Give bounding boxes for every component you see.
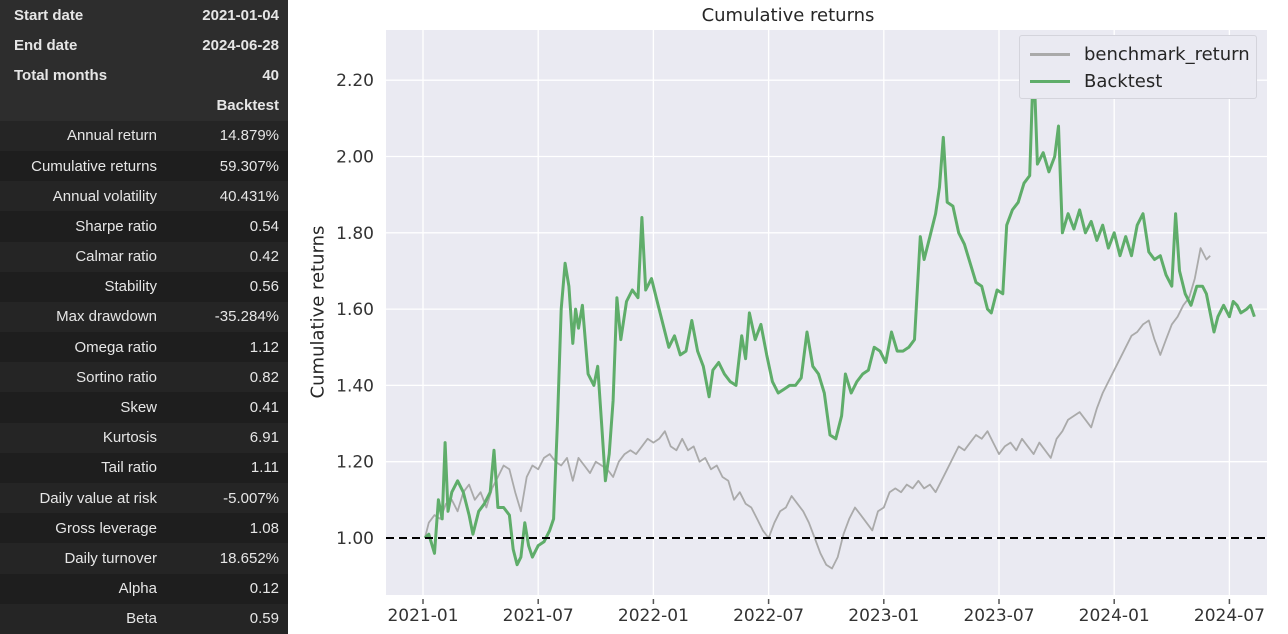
metric-value: 40.431% <box>219 187 279 205</box>
metric-row: Kurtosis 6.91 <box>0 422 288 453</box>
metric-label: Beta <box>126 610 157 628</box>
metric-value: 0.41 <box>249 399 279 417</box>
header-label: Total months <box>14 66 108 84</box>
y-tick-label: 1.40 <box>336 376 374 396</box>
metric-value: -5.007% <box>223 489 279 507</box>
backtest-line-swatch-icon <box>1030 79 1070 83</box>
metric-row: Stability 0.56 <box>0 271 288 302</box>
header-value: 40 <box>262 66 279 84</box>
metric-row: Cumulative returns 59.307% <box>0 150 288 182</box>
x-tick-label: 2024-07 <box>1194 606 1265 626</box>
plot-background <box>386 30 1267 595</box>
plot-area: 1.00 1.20 1.40 1.60 1.80 2.00 2.20 2021-01 2021-… <box>336 30 1267 626</box>
metric-label: Stability <box>104 278 157 296</box>
metric-row: Omega ratio 1.12 <box>0 332 288 363</box>
metric-value: 1.12 <box>249 338 279 356</box>
backtest-line <box>423 55 1256 567</box>
metric-label: Cumulative returns <box>31 157 157 175</box>
metric-value: 0.12 <box>249 580 279 598</box>
metric-value: 6.91 <box>249 429 279 447</box>
metric-row: Alpha 0.12 <box>0 573 288 604</box>
metric-label: Kurtosis <box>102 429 157 447</box>
metric-row: Sortino ratio 0.82 <box>0 362 288 393</box>
x-tick-label: 2023-01 <box>848 606 919 626</box>
y-tick-label: 1.60 <box>336 300 374 320</box>
metric-label: Tail ratio <box>101 459 157 477</box>
header-value: 2024-06-28 <box>202 36 279 54</box>
x-tick-label: 2024-01 <box>1079 606 1150 626</box>
metric-label: Skew <box>120 399 157 417</box>
metric-row: Max drawdown -35.284% <box>0 301 288 333</box>
y-tick-label: 2.20 <box>336 71 374 91</box>
metric-label: Annual return <box>66 127 157 145</box>
metric-row: Beta 0.59 <box>0 603 288 634</box>
metric-row: Annual return 14.879% <box>0 120 288 151</box>
x-tick-label: 2021-01 <box>387 606 458 626</box>
metric-label: Calmar ratio <box>75 248 157 266</box>
chart-title: Cumulative returns <box>701 5 875 26</box>
header-row: Backtest <box>0 90 288 121</box>
x-tick-label: 2021-07 <box>503 606 574 626</box>
metric-label: Gross leverage <box>55 519 157 537</box>
legend-label: benchmark_return <box>1084 43 1250 65</box>
metric-label: Daily value at risk <box>39 489 157 507</box>
header-row: End date 2024-06-28 <box>0 30 288 61</box>
y-tick-label: 1.80 <box>336 224 374 244</box>
metric-label: Sharpe ratio <box>75 217 157 235</box>
x-tick-label: 2022-01 <box>618 606 689 626</box>
header-label: End date <box>14 36 78 54</box>
metric-row: Calmar ratio 0.42 <box>0 241 288 272</box>
metric-label: Omega ratio <box>74 338 157 356</box>
legend-item-benchmark: benchmark_return <box>1030 43 1250 65</box>
metric-value: 0.82 <box>249 368 279 386</box>
y-tick-label: 1.00 <box>336 529 374 549</box>
metric-value: -35.284% <box>214 308 279 326</box>
metric-value: 0.42 <box>249 248 279 266</box>
metric-value: 0.59 <box>249 610 279 628</box>
chart-legend: benchmark_return Backtest <box>1019 35 1257 99</box>
performance-stats-table: Start date 2021-01-04 End date 2024-06-28 To… <box>0 0 288 634</box>
x-tick-label: 2023-07 <box>963 606 1034 626</box>
metric-label: Daily turnover <box>64 549 157 567</box>
legend-item-backtest: Backtest <box>1030 70 1162 92</box>
y-tick-label: 1.20 <box>336 453 374 473</box>
metric-label: Alpha <box>118 580 157 598</box>
metric-row: Skew 0.41 <box>0 392 288 423</box>
header-row: Start date 2021-01-04 <box>0 0 288 31</box>
metric-row: Daily value at risk -5.007% <box>0 483 288 514</box>
benchmark-line-swatch-icon <box>1030 52 1070 56</box>
metric-row: Sharpe ratio 0.54 <box>0 211 288 242</box>
cumulative-returns-chart: Cumulative returns Cumulative returns 1.… <box>288 0 1288 632</box>
metric-value: 0.54 <box>249 217 279 235</box>
metric-row: Tail ratio 1.11 <box>0 452 288 483</box>
metric-row: Annual volatility 40.431% <box>0 181 288 212</box>
header-row: Total months 40 <box>0 60 288 91</box>
metric-value: 18.652% <box>219 549 279 567</box>
metric-value: 14.879% <box>219 127 279 145</box>
legend-label: Backtest <box>1084 70 1163 92</box>
metric-value: 1.08 <box>249 519 279 537</box>
metric-value: 59.307% <box>219 157 279 175</box>
metric-value: 0.56 <box>249 278 279 296</box>
y-tick-label: 2.00 <box>336 148 374 168</box>
metric-value: 1.11 <box>250 459 279 477</box>
metric-label: Max drawdown <box>56 308 157 326</box>
x-tick-label: 2022-07 <box>733 606 804 626</box>
header-label: Start date <box>14 6 84 24</box>
metric-label: Sortino ratio <box>76 368 157 386</box>
metric-label: Annual volatility <box>52 187 157 205</box>
metric-row: Daily turnover 18.652% <box>0 543 288 574</box>
metric-row: Gross leverage 1.08 <box>0 513 288 544</box>
header-value: 2021-01-04 <box>202 6 279 24</box>
header-value: Backtest <box>216 97 279 115</box>
